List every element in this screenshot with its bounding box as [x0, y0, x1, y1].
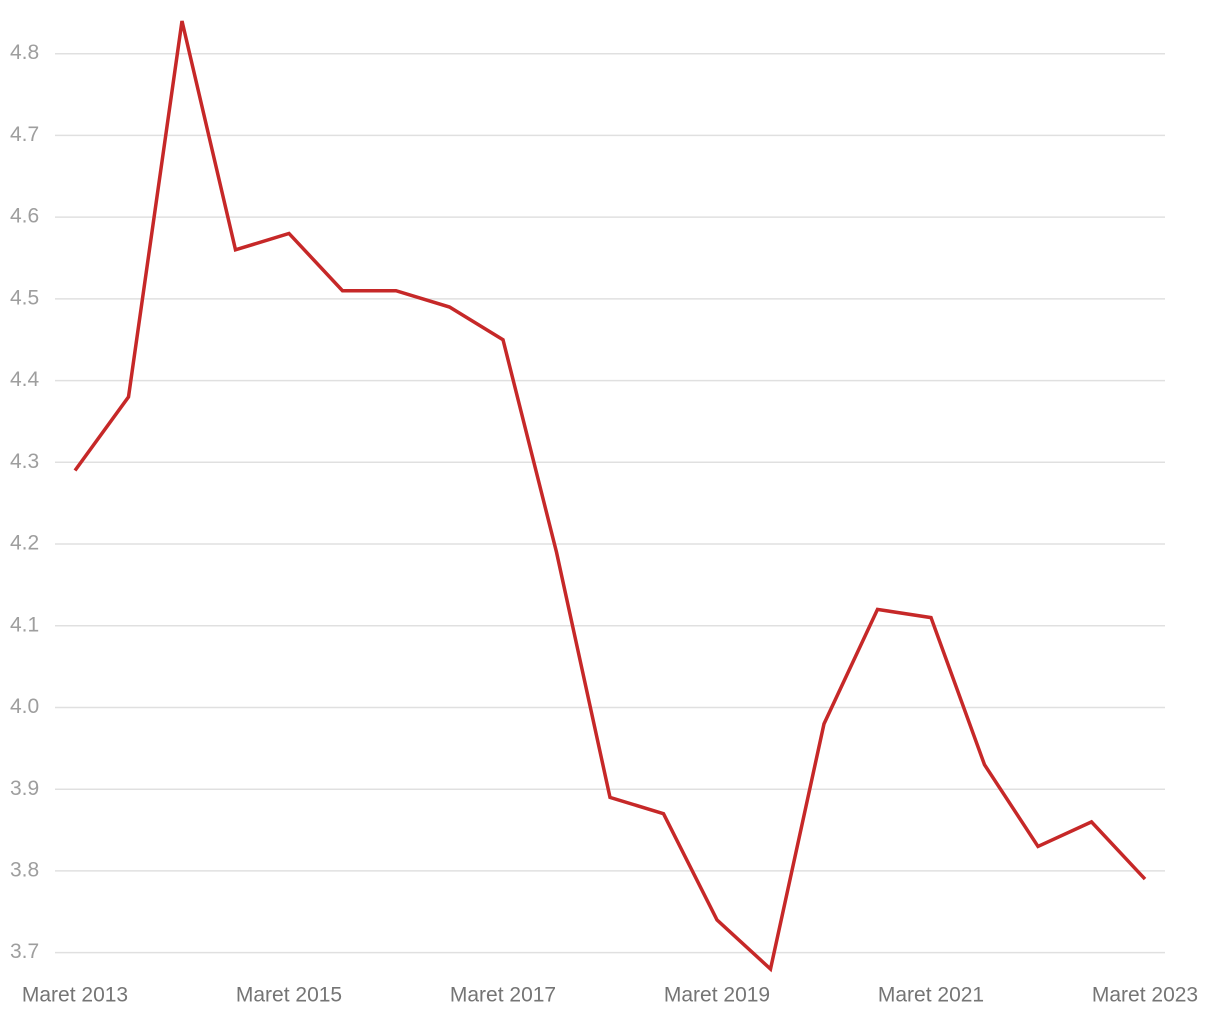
x-tick-label: Maret 2021 — [878, 984, 984, 1007]
y-tick-label: 3.8 — [10, 858, 39, 881]
y-tick-label: 4.0 — [10, 695, 39, 718]
y-tick-label: 4.3 — [10, 450, 39, 473]
y-tick-label: 4.2 — [10, 532, 39, 555]
y-tick-label: 4.6 — [10, 205, 39, 228]
y-tick-label: 4.4 — [10, 368, 40, 391]
y-tick-label: 3.9 — [10, 777, 39, 800]
x-tick-label: Maret 2013 — [22, 984, 128, 1007]
x-tick-label: Maret 2023 — [1092, 984, 1198, 1007]
y-tick-label: 3.7 — [10, 940, 39, 963]
y-tick-label: 4.7 — [10, 123, 39, 146]
line-series — [73, 20, 1147, 973]
x-tick-label: Maret 2017 — [450, 984, 556, 1007]
x-tick-label: Maret 2019 — [664, 984, 770, 1007]
x-tick-label: Maret 2015 — [236, 984, 342, 1007]
y-tick-label: 4.8 — [10, 41, 39, 64]
y-tick-label: 4.5 — [10, 286, 39, 309]
y-tick-label: 4.1 — [10, 613, 39, 636]
